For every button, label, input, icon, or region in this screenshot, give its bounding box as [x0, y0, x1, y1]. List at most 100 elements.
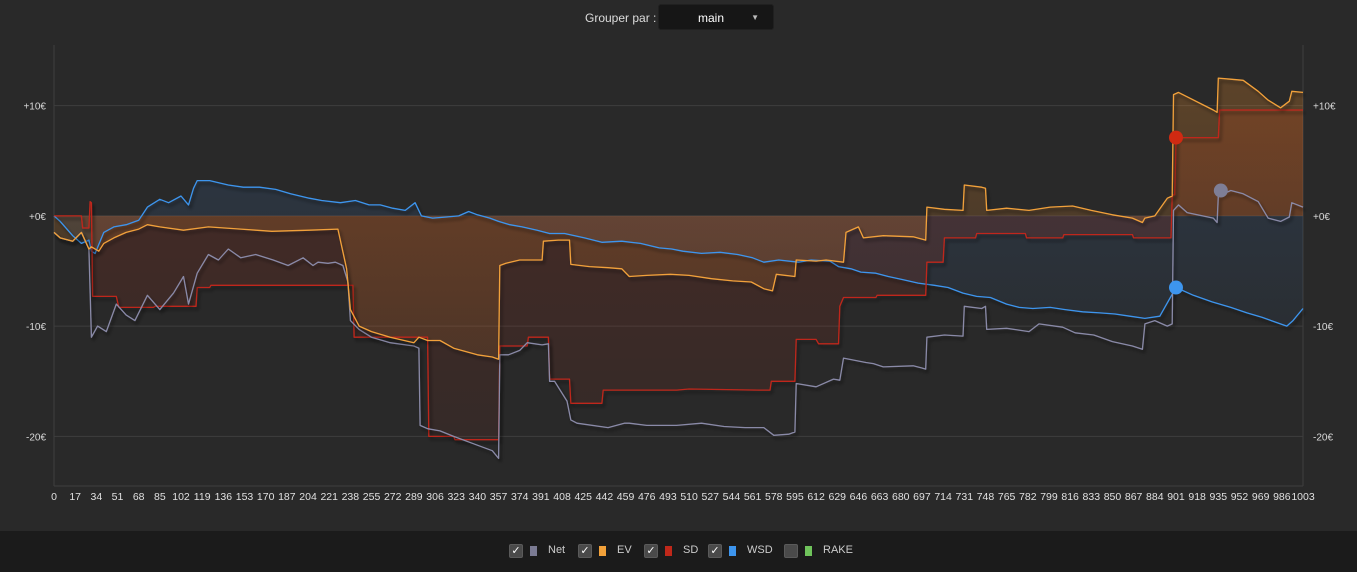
- series-line-ev: [53, 77, 1304, 360]
- x-tick-label: 935: [1210, 491, 1228, 503]
- x-tick-label: 68: [133, 491, 145, 503]
- x-tick-label: 595: [786, 491, 804, 503]
- x-tick-label: 986: [1273, 491, 1291, 503]
- x-tick-label: 714: [934, 491, 952, 503]
- checkbox-sd[interactable]: ✓: [644, 544, 658, 558]
- x-tick-label: 187: [278, 491, 296, 503]
- x-tick-label: 578: [765, 491, 783, 503]
- group-by-label: Grouper par :: [585, 11, 657, 25]
- legend-label-rake: RAKE: [823, 544, 853, 556]
- checkbox-net[interactable]: ✓: [509, 544, 523, 558]
- x-tick-label: 272: [384, 491, 402, 503]
- x-tick-label: 697: [913, 491, 931, 503]
- x-tick-label: 850: [1104, 491, 1122, 503]
- x-tick-label: 289: [405, 491, 423, 503]
- x-tick-label: 408: [553, 491, 571, 503]
- x-tick-label: 0: [51, 491, 57, 503]
- x-tick-label: 816: [1061, 491, 1079, 503]
- x-tick-label: 782: [1019, 491, 1037, 503]
- checkbox-ev[interactable]: ✓: [578, 544, 592, 558]
- x-tick-label: 799: [1040, 491, 1058, 503]
- x-tick-label: 544: [723, 491, 741, 503]
- x-tick-label: 442: [596, 491, 614, 503]
- x-tick-label: 153: [236, 491, 254, 503]
- swatch-sd: [665, 546, 672, 556]
- x-tick-label: 901: [1167, 491, 1185, 503]
- swatch-rake: [805, 546, 812, 556]
- legend: ✓ Net ✓ EV ✓ SD ✓ WSD RAKE: [0, 531, 1357, 572]
- x-tick-label: 459: [617, 491, 635, 503]
- x-tick-label: 561: [744, 491, 762, 503]
- x-tick-label: 680: [892, 491, 910, 503]
- x-tick-label: 238: [342, 491, 360, 503]
- area-fill-ev: [54, 78, 1303, 360]
- x-tick-label: 612: [807, 491, 825, 503]
- group-by-select[interactable]: main ▼: [658, 4, 774, 30]
- swatch-net: [530, 546, 537, 556]
- legend-label-wsd: WSD: [747, 544, 773, 556]
- x-tick-label: 629: [829, 491, 847, 503]
- x-tick-label: 119: [194, 491, 211, 503]
- toolbar: Grouper par : main ▼: [0, 0, 1357, 36]
- y-tick-label-right: +0€: [1313, 212, 1330, 223]
- checkbox-wsd[interactable]: ✓: [708, 544, 722, 558]
- x-tick-label: 85: [154, 491, 166, 503]
- swatch-wsd: [729, 546, 736, 556]
- axes: +10€ +10€ +0€ +0€ -10€ -10€ -20€ -20€ 0 17 34 51 68 8…: [23, 102, 1335, 503]
- x-tick-label: 17: [69, 491, 81, 503]
- series-lines: [53, 77, 1304, 460]
- y-tick-label-left: -20€: [26, 432, 46, 443]
- x-tick-label: 34: [90, 491, 102, 503]
- checkbox-rake[interactable]: [784, 544, 798, 558]
- series-line-sd: [54, 109, 1303, 441]
- y-tick-label-left: -10€: [26, 322, 46, 333]
- x-tick-label: 136: [215, 491, 233, 503]
- y-tick-label-left: +0€: [29, 212, 46, 223]
- x-tick-label: 765: [998, 491, 1016, 503]
- chart-svg: +10€ +10€ +0€ +0€ -10€ -10€ -20€ -20€ 0 17 34 51 68 8…: [23, 45, 1336, 503]
- series-markers: [1168, 130, 1228, 295]
- x-tick-label: 102: [172, 491, 190, 503]
- x-tick-label: 357: [490, 491, 508, 503]
- x-tick-label: 306: [426, 491, 444, 503]
- x-tick-label: 646: [850, 491, 868, 503]
- x-tick-label: 340: [469, 491, 487, 503]
- y-tick-label-right: +10€: [1313, 102, 1336, 113]
- area-fills: [54, 78, 1303, 440]
- x-tick-label: 952: [1231, 491, 1249, 503]
- x-tick-label: 374: [511, 491, 529, 503]
- x-tick-label: 1003: [1291, 491, 1315, 503]
- series-line-wsd: [53, 179, 1304, 327]
- swatch-ev: [599, 546, 606, 556]
- y-tick-label-left: +10€: [23, 102, 46, 113]
- marker-net: [1213, 183, 1228, 198]
- x-tick-label: 748: [977, 491, 995, 503]
- x-tick-label: 833: [1083, 491, 1101, 503]
- group-by-value: main: [697, 11, 724, 25]
- x-tick-label: 425: [574, 491, 592, 503]
- x-tick-label: 391: [532, 491, 550, 503]
- legend-label-net: Net: [548, 544, 566, 556]
- chevron-down-icon: ▼: [751, 13, 759, 22]
- x-tick-label: 918: [1188, 491, 1206, 503]
- x-tick-label: 476: [638, 491, 656, 503]
- x-tick-label: 51: [112, 491, 124, 503]
- x-tick-label: 493: [659, 491, 677, 503]
- y-tick-label-right: -10€: [1313, 322, 1333, 333]
- x-tick-label: 867: [1125, 491, 1143, 503]
- x-tick-label: 204: [299, 491, 317, 503]
- x-tick-label: 527: [701, 491, 719, 503]
- x-tick-label: 969: [1252, 491, 1270, 503]
- x-tick-label: 323: [447, 491, 465, 503]
- x-tick-label: 731: [956, 491, 974, 503]
- x-tick-label: 510: [680, 491, 698, 503]
- legend-label-ev: EV: [617, 544, 632, 556]
- marker-sd: [1168, 130, 1183, 145]
- x-tick-label: 221: [320, 491, 338, 503]
- chart-area: +10€ +10€ +0€ +0€ -10€ -10€ -20€ -20€ 0 17 34 51 68 8…: [0, 36, 1357, 526]
- x-tick-label: 884: [1146, 491, 1164, 503]
- legend-label-sd: SD: [683, 544, 699, 556]
- x-tick-label: 663: [871, 491, 889, 503]
- series-line-net: [53, 189, 1304, 460]
- x-tick-label: 170: [257, 491, 275, 503]
